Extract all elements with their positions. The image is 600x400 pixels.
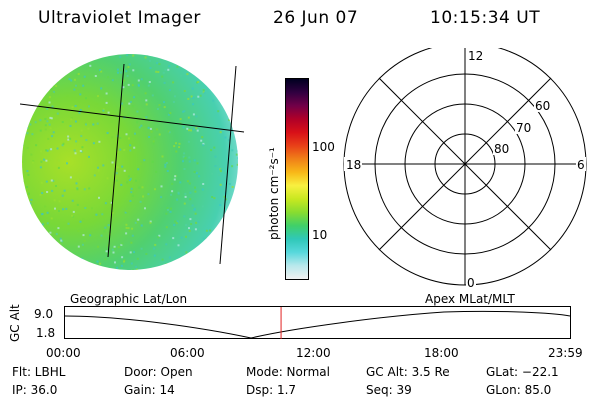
glat-readout: GLat: −22.1 (486, 365, 559, 379)
timeline-xtick-2359: 23:59 (548, 346, 583, 360)
ip-readout: IP: 36.0 (12, 383, 58, 397)
filter-readout: Flt: LBHL (12, 365, 66, 379)
auroral-image (20, 54, 245, 270)
altitude-timeline (64, 306, 571, 339)
timeline-ytick-high: 9.0 (34, 307, 54, 321)
timeline-right-title: Apex MLat/MLT (425, 292, 515, 306)
altitude-curve (64, 310, 571, 339)
timeline-left-title: Geographic Lat/Lon (70, 292, 188, 306)
gc-alt-readout: GC Alt: 3.5 Re (366, 365, 450, 379)
date-label: 26 Jun 07 (273, 8, 359, 28)
colorbar-tick-100: 100 (312, 140, 335, 154)
lon-grid-line (107, 63, 125, 258)
color-scale-bar (285, 78, 309, 280)
dsp-readout: Dsp: 1.7 (246, 383, 297, 397)
mlt-label-0: 0 (467, 276, 475, 288)
polar-plot: 12 18 6 0 60 70 80 (343, 48, 587, 288)
timeline-xtick-1200: 12:00 (296, 346, 331, 360)
timeline-axis-label: GC Alt (8, 304, 22, 342)
mode-readout: Mode: Normal (246, 365, 330, 379)
timeline-xtick-0000: 00:00 (46, 346, 81, 360)
mlt-label-12: 12 (468, 49, 483, 63)
mlt-label-18: 18 (346, 158, 361, 172)
lat-label-60: 60 (535, 99, 550, 113)
lon-grid-line (219, 65, 237, 265)
lat-label-70: 70 (516, 121, 531, 135)
gain-readout: Gain: 14 (124, 383, 175, 397)
mlt-label-6: 6 (577, 158, 585, 172)
lat-label-80: 80 (494, 142, 509, 156)
timeline-ytick-low: 1.8 (36, 326, 56, 340)
sequence-readout: Seq: 39 (366, 383, 412, 397)
polar-diagonal (378, 77, 552, 251)
colorbar-unit-label: photon cm⁻²s⁻¹ (267, 147, 281, 240)
colorbar-tick-10: 10 (312, 228, 328, 242)
timeline-xtick-1800: 18:00 (424, 346, 459, 360)
instrument-title: Ultraviolet Imager (38, 8, 201, 28)
glon-readout: GLon: 85.0 (486, 383, 552, 397)
timeline-xtick-0600: 06:00 (170, 346, 205, 360)
time-label: 10:15:34 UT (430, 8, 541, 28)
lat-grid-line (20, 103, 245, 133)
door-readout: Door: Open (124, 365, 193, 379)
